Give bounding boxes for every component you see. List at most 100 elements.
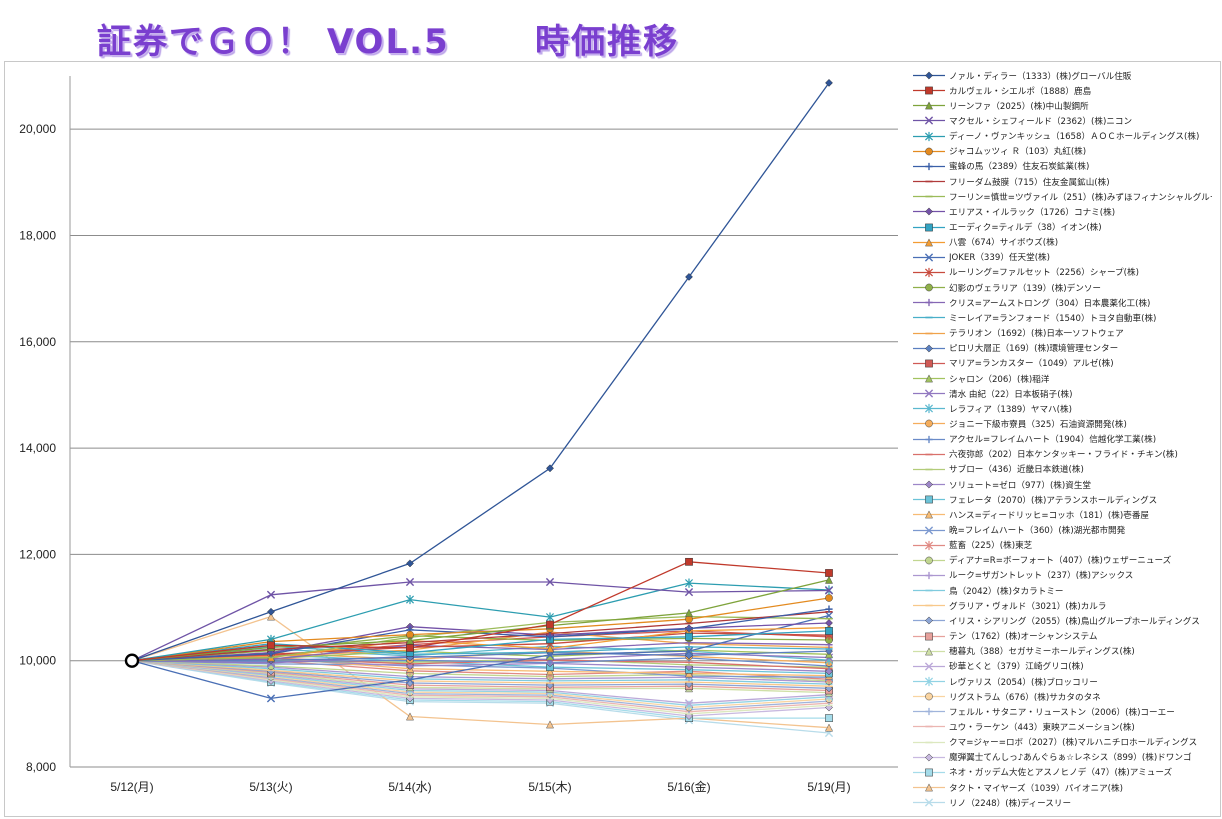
legend-marker bbox=[913, 798, 945, 807]
legend-item: ネオ・ガッデム大佐とアスノヒノデ（47）(株)アミューズ bbox=[912, 765, 1212, 780]
x-tick-label: 5/19(月) bbox=[807, 780, 850, 794]
series-line bbox=[131, 660, 830, 687]
legend-marker bbox=[913, 453, 945, 456]
legend-symbol bbox=[924, 131, 934, 141]
legend-label: マリア=ランカスター（1049）アルゼ(株) bbox=[949, 359, 1114, 370]
data-point bbox=[825, 703, 833, 712]
series-line bbox=[131, 660, 830, 683]
legend-item: ジャコムッツィ Ｒ（103）丸紅(株) bbox=[912, 144, 1212, 159]
line-chart: 8,000 10,000 12,000 14,000 16,000 18,000 20,00… bbox=[19, 76, 898, 794]
legend-symbol bbox=[924, 253, 934, 262]
legend-item: 穂暮丸（388）セガサミーホールディングス(株) bbox=[912, 644, 1212, 659]
legend-item: イリス・シアリング（2055）(株)鳥山グループホールディングス bbox=[912, 613, 1212, 628]
data-point bbox=[545, 644, 555, 653]
legend-item: タクト・マイヤーズ（1039）パイオニア(株) bbox=[912, 780, 1212, 795]
legend-label: エリアス・イルラック（1726）コナミ(株) bbox=[949, 207, 1116, 218]
data-point bbox=[684, 578, 694, 588]
data-point bbox=[684, 647, 694, 656]
data-point bbox=[685, 272, 693, 281]
data-point bbox=[267, 641, 275, 650]
series-13 bbox=[127, 611, 834, 703]
series-line bbox=[131, 657, 830, 667]
legend-item: 八雲（674）サイボウズ(株) bbox=[912, 235, 1212, 250]
legend-item: ノァル・ディラー（1333）(株)グローバル住販 bbox=[912, 68, 1212, 83]
legend-symbol bbox=[924, 267, 934, 278]
legend-label: レラフィア（1389）ヤマハ(株) bbox=[949, 404, 1072, 415]
legend-marker bbox=[913, 116, 945, 126]
legend-item: フェルル・サタニア・リューストン（2006）(株)コーエー bbox=[912, 704, 1212, 719]
legend-marker bbox=[913, 632, 945, 640]
series-1 bbox=[128, 78, 833, 665]
legend-marker bbox=[913, 708, 945, 716]
legend-label: ノァル・ディラー（1333）(株)グローバル住販 bbox=[949, 71, 1132, 82]
legend-label: ルーク=ザガントレット（237）(株)アシックス bbox=[949, 571, 1134, 582]
data-point bbox=[685, 625, 693, 633]
legend-item: ソリュート=ゼロ（977）(株)資生堂 bbox=[912, 477, 1212, 492]
legend-marker bbox=[913, 223, 945, 231]
legend-marker bbox=[913, 540, 945, 550]
legend-marker bbox=[913, 468, 945, 471]
data-point bbox=[825, 647, 833, 656]
legend-symbol bbox=[925, 571, 933, 580]
series-line bbox=[131, 660, 830, 682]
legend-label: リグストラム（676）(株)サカタのタネ bbox=[949, 692, 1101, 703]
legend-symbol bbox=[925, 223, 933, 231]
legend-symbol bbox=[925, 692, 933, 701]
legend-item: ルーク=ザガントレット（237）(株)アシックス bbox=[912, 568, 1212, 583]
legend-marker bbox=[913, 510, 945, 519]
data-point bbox=[405, 594, 415, 605]
legend-label: フェレータ（2070）(株)アテランスホールディングス bbox=[949, 495, 1158, 506]
legend-item: レヴァリス（2054）(株)ブロッコリー bbox=[912, 674, 1212, 689]
series-line bbox=[131, 660, 830, 706]
legend-marker bbox=[913, 267, 945, 278]
y-tick-label: 14,000 bbox=[19, 441, 56, 455]
legend-marker bbox=[913, 332, 945, 334]
data-point bbox=[685, 615, 693, 624]
x-tick-label: 5/14(水) bbox=[388, 780, 431, 794]
legend-item: カルヴェル・シエルポ（1888）鹿島 bbox=[912, 83, 1212, 98]
legend-item: 清水 由紀（22）日本板硝子(株) bbox=[912, 386, 1212, 401]
legend-label: 六夜弥郎（202）日本ケンタッキー・フライド・チキン(株) bbox=[949, 450, 1178, 461]
legend-symbol bbox=[924, 647, 934, 656]
legend-marker bbox=[913, 556, 945, 565]
legend-item: 六夜弥郎（202）日本ケンタッキー・フライド・チキン(株) bbox=[912, 447, 1212, 462]
y-tick-label: 10,000 bbox=[19, 654, 56, 668]
legend-item: エーディク=ティルデ（38）イオン(株) bbox=[912, 220, 1212, 235]
legend-item: フーリン=慎世=ツヴァイル（251）(株)みずほフィナンシャルグループ bbox=[912, 189, 1212, 204]
legend-item: 蜜蜂の馬（2389）住友石炭鉱業(株) bbox=[912, 159, 1212, 174]
legend-item: リーンファ（2025）(株)中山製鋼所 bbox=[912, 98, 1212, 113]
legend-item: クリス=アームストロング（304）日本農薬化工(株) bbox=[912, 295, 1212, 310]
legend-item: マクセル・シェフィールド（2362）(株)ニコン bbox=[912, 113, 1212, 128]
legend-item: クマ=ジャー=ロボ（2027）(株)マルハニチロホールディングス bbox=[912, 735, 1212, 750]
legend-symbol bbox=[925, 632, 933, 640]
legend-label: リノ（2248）(株)ディースリー bbox=[949, 798, 1072, 809]
legend-item: ミーレイア=ランフォード（1540）トヨタ自動車(株) bbox=[912, 310, 1212, 325]
legend-symbol bbox=[924, 798, 934, 807]
series-line bbox=[131, 660, 830, 734]
legend-symbol bbox=[924, 662, 934, 671]
legend-item: マリア=ランカスター（1049）アルゼ(株) bbox=[912, 356, 1212, 371]
series-line bbox=[131, 660, 830, 694]
legend-symbol bbox=[924, 404, 934, 414]
legend-item: 鳥（2042）(株)タカラトミー bbox=[912, 583, 1212, 598]
legend-item: サブロー（436）近畿日本鉄道(株) bbox=[912, 462, 1212, 477]
data-point bbox=[825, 569, 833, 577]
series-line bbox=[131, 82, 830, 662]
data-point bbox=[825, 605, 833, 613]
series-line bbox=[131, 660, 830, 717]
legend-symbol bbox=[925, 86, 933, 95]
legend-symbol bbox=[924, 510, 934, 519]
legend-marker bbox=[913, 374, 945, 383]
series-line bbox=[131, 615, 830, 729]
legend-marker bbox=[913, 768, 945, 777]
y-tick-label: 16,000 bbox=[19, 335, 56, 349]
series-line bbox=[131, 660, 830, 715]
legend-item: エリアス・イルラック（1726）コナミ(株) bbox=[912, 204, 1212, 219]
legend-marker bbox=[913, 162, 945, 170]
series-4 bbox=[127, 577, 834, 665]
legend-item: ジョニー下級市寮員（325）石油資源開発(株) bbox=[912, 416, 1212, 431]
legend-item: レラフィア（1389）ヤマハ(株) bbox=[912, 401, 1212, 416]
legend-item: 幻影のヴェラリア（139）(株)デンソー bbox=[912, 280, 1212, 295]
x-tick-label: 5/15(木) bbox=[528, 780, 571, 794]
legend-label: ミーレイア=ランフォード（1540）トヨタ自動車(株) bbox=[949, 313, 1157, 324]
